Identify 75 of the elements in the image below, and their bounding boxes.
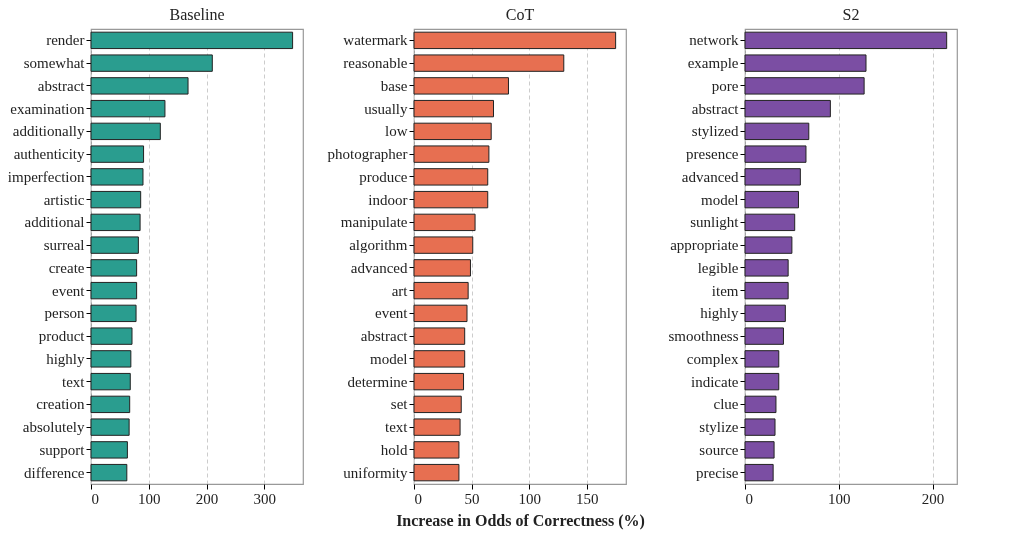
y-tick-label: determine <box>347 373 408 390</box>
y-tick-label: set <box>390 396 409 413</box>
x-tick-label: 100 <box>828 490 851 507</box>
y-tick-label: artistic <box>43 191 85 208</box>
y-tick-label: legible <box>697 259 739 276</box>
y-tick-label: difference <box>23 464 85 481</box>
y-tick-label: model <box>370 350 408 367</box>
y-tick-label: product <box>38 328 86 345</box>
y-tick-label: appropriate <box>670 237 739 254</box>
x-tick-label: 150 <box>576 490 599 507</box>
y-tick-label: text <box>385 419 409 436</box>
x-tick-label: 200 <box>195 490 219 507</box>
y-tick-label: abstract <box>360 328 409 345</box>
x-tick-label: 0 <box>414 490 422 507</box>
y-tick-label: sunlight <box>690 214 740 231</box>
y-tick-label: highly <box>700 305 739 322</box>
x-tick-label: 200 <box>921 490 945 507</box>
y-tick-label: low <box>385 123 408 140</box>
y-tick-label: uniformity <box>343 464 408 481</box>
y-tick-label: surreal <box>43 237 85 254</box>
y-tick-label: advanced <box>350 259 408 276</box>
chart-title: Baseline <box>169 6 225 23</box>
x-tick-label: 100 <box>518 490 541 507</box>
y-tick-label: item <box>711 282 739 299</box>
y-tick-label: art <box>391 282 409 299</box>
y-tick-label: event <box>52 282 86 299</box>
y-tick-label: indicate <box>691 373 739 390</box>
y-tick-label: render <box>46 32 85 49</box>
y-tick-label: creation <box>36 396 85 413</box>
y-tick-label: stylized <box>691 123 739 140</box>
y-tick-label: hold <box>380 441 408 458</box>
y-tick-label: pore <box>711 77 739 94</box>
y-tick-label: person <box>44 305 85 322</box>
y-tick-label: algorithm <box>349 237 408 254</box>
y-tick-label: usually <box>364 100 408 117</box>
y-tick-label: presence <box>686 146 739 163</box>
y-tick-label: example <box>687 55 739 72</box>
y-tick-label: smoothness <box>668 328 739 345</box>
y-tick-label: source <box>699 441 739 458</box>
y-tick-label: advanced <box>681 168 739 185</box>
x-tick-label: 100 <box>138 490 161 507</box>
y-tick-label: additionally <box>12 123 85 140</box>
y-tick-label: event <box>375 305 409 322</box>
y-tick-label: somewhat <box>23 55 86 72</box>
y-tick-label: abstract <box>691 100 740 117</box>
y-tick-label: reasonable <box>343 55 408 72</box>
y-tick-label: highly <box>46 350 85 367</box>
y-tick-label: photographer <box>327 146 408 163</box>
y-tick-label: imperfection <box>7 168 85 185</box>
y-tick-label: support <box>39 441 86 458</box>
y-tick-label: abstract <box>37 77 86 94</box>
y-tick-label: authenticity <box>13 146 85 163</box>
y-tick-label: clue <box>713 396 739 413</box>
y-tick-label: watermark <box>343 32 408 49</box>
x-tick-label: 0 <box>91 490 99 507</box>
y-tick-label: text <box>62 373 86 390</box>
y-tick-label: precise <box>696 464 739 481</box>
chart-title: S2 <box>842 6 860 23</box>
y-tick-label: produce <box>359 168 408 185</box>
y-tick-label: model <box>701 191 739 208</box>
y-tick-label: absolutely <box>22 419 85 436</box>
x-axis-title: Increase in Odds of Correctness (%) <box>396 511 645 530</box>
y-tick-label: additional <box>24 214 85 231</box>
y-tick-label: stylize <box>699 419 739 436</box>
y-tick-label: manipulate <box>340 214 408 231</box>
x-tick-label: 0 <box>745 490 753 507</box>
x-tick-label: 50 <box>464 490 480 507</box>
chart-title: CoT <box>505 6 535 23</box>
x-tick-label: 300 <box>253 490 277 507</box>
y-tick-label: examination <box>10 100 85 117</box>
y-tick-label: complex <box>686 350 739 367</box>
y-tick-label: create <box>48 259 85 276</box>
y-tick-label: network <box>689 32 739 49</box>
y-tick-label: base <box>380 77 408 94</box>
y-tick-label: indoor <box>368 191 408 208</box>
